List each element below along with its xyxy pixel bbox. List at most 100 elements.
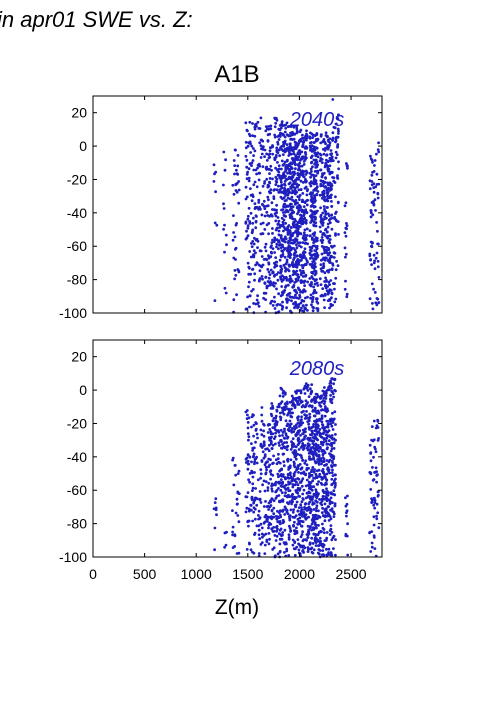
data-point (377, 150, 381, 154)
data-point (319, 529, 322, 533)
data-point (266, 460, 269, 464)
data-point (306, 383, 310, 387)
data-point (265, 468, 268, 472)
data-point (302, 251, 306, 254)
data-point (308, 387, 312, 391)
data-point (247, 285, 250, 289)
data-point (265, 159, 269, 162)
data-point (309, 184, 313, 188)
data-point (264, 500, 267, 503)
data-point (264, 465, 268, 469)
data-point (315, 239, 319, 243)
data-point (253, 507, 257, 511)
data-point (309, 175, 312, 179)
data-point (304, 404, 308, 408)
data-point (290, 479, 293, 483)
data-point (276, 278, 280, 282)
data-point (328, 251, 332, 255)
data-point (372, 170, 376, 173)
data-point (309, 257, 312, 260)
data-point (264, 532, 268, 536)
data-point (258, 205, 261, 209)
data-point (323, 502, 327, 506)
data-point (310, 425, 314, 429)
data-point (303, 444, 307, 447)
data-point (311, 551, 315, 555)
data-point (213, 501, 217, 504)
data-point (277, 164, 281, 168)
data-point (373, 470, 377, 474)
data-point (371, 160, 374, 164)
data-point (295, 254, 298, 258)
data-point (271, 304, 275, 307)
data-point (282, 452, 286, 456)
data-point (263, 281, 267, 285)
data-point (375, 480, 378, 484)
data-point (304, 169, 308, 173)
data-point (277, 173, 281, 177)
data-point (236, 514, 240, 517)
data-point (281, 153, 285, 157)
data-point (313, 244, 316, 248)
data-point (331, 136, 335, 140)
data-point (222, 202, 225, 206)
data-point (305, 410, 308, 413)
data-point (324, 439, 328, 443)
data-point (299, 206, 302, 209)
data-point (294, 147, 298, 151)
data-point (312, 414, 316, 418)
data-point (327, 519, 331, 522)
data-point (269, 245, 273, 249)
data-point (316, 516, 320, 520)
data-point (265, 540, 269, 543)
x-tick-label: 1000 (181, 566, 212, 582)
data-point (287, 537, 291, 541)
data-point (267, 270, 271, 274)
data-point (333, 181, 337, 184)
data-point (260, 459, 264, 462)
data-point (280, 406, 284, 410)
data-point (236, 154, 240, 157)
data-point (266, 139, 270, 142)
data-point (376, 420, 380, 423)
data-point (299, 179, 303, 183)
data-point (312, 220, 316, 224)
data-point (334, 195, 337, 199)
data-point (264, 480, 268, 483)
data-point (369, 154, 372, 158)
data-point (303, 284, 306, 287)
data-point (332, 463, 336, 467)
data-point (311, 298, 314, 302)
data-point (268, 172, 271, 176)
data-point (314, 526, 318, 530)
data-point (315, 244, 319, 248)
data-point (330, 170, 334, 174)
data-point (263, 463, 267, 467)
data-point (263, 443, 266, 447)
data-point (294, 289, 297, 293)
data-point (292, 152, 296, 156)
data-point (305, 136, 309, 140)
data-point (285, 400, 289, 404)
data-point (305, 146, 308, 150)
data-point (298, 269, 302, 272)
data-point (284, 177, 288, 181)
data-point (279, 237, 283, 240)
data-point (248, 455, 252, 459)
data-point (312, 532, 316, 536)
data-point (268, 149, 272, 153)
data-point (273, 135, 277, 139)
data-point (259, 222, 263, 226)
data-point (247, 206, 251, 210)
data-point (322, 396, 326, 400)
data-point (324, 482, 327, 486)
data-point (288, 279, 291, 283)
data-point (308, 473, 312, 477)
data-point (310, 518, 314, 522)
data-point (331, 461, 334, 464)
data-point (269, 430, 273, 434)
data-point (312, 205, 316, 209)
data-point (325, 472, 329, 476)
data-point (300, 164, 304, 168)
data-point (272, 512, 276, 516)
